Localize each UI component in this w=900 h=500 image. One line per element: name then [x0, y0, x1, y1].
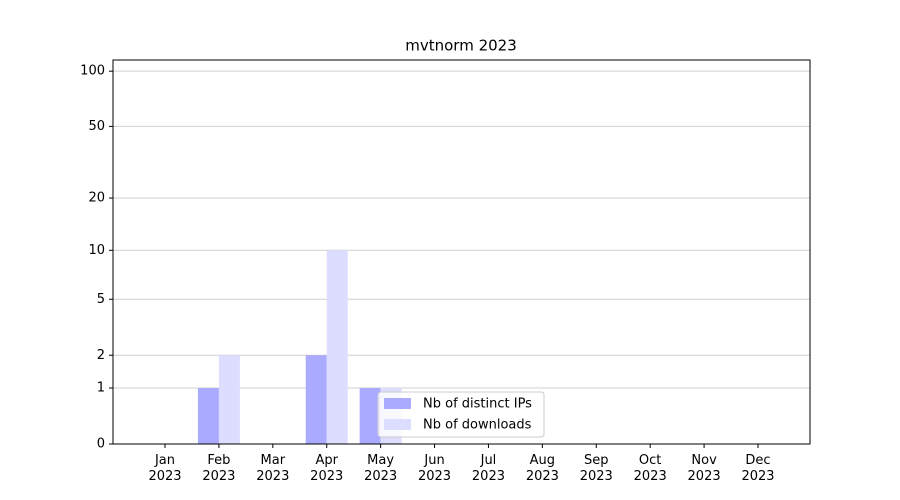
y-tick-label: 10	[88, 243, 105, 258]
y-tick-label: 20	[88, 191, 105, 206]
x-tick-label: Jun 2023	[417, 453, 452, 484]
plot-frame	[112, 59, 811, 445]
bar	[218, 355, 240, 444]
x-tick-label: Apr 2023	[310, 453, 344, 484]
legend-label: Nb of distinct IPs	[423, 397, 532, 412]
legend-box	[377, 391, 545, 438]
bar	[326, 250, 348, 444]
chart-title: mvtnorm 2023	[405, 37, 517, 55]
x-tick-label: Jul 2023	[471, 453, 505, 484]
x-tick-label: Nov 2023	[687, 453, 721, 484]
legend-swatch	[384, 398, 411, 409]
x-tick-label: Sep 2023	[579, 453, 613, 484]
x-tick-label: Oct 2023	[633, 453, 667, 484]
y-tick-label: 2	[97, 348, 105, 363]
x-tick-label: Dec 2023	[741, 453, 775, 484]
bar	[197, 388, 219, 444]
x-tick-label: May 2023	[364, 453, 398, 484]
x-tick-label: Mar 2023	[256, 453, 290, 484]
legend-label: Nb of downloads	[423, 418, 532, 433]
y-tick-label: 50	[88, 119, 105, 134]
y-tick-label: 5	[97, 292, 105, 307]
x-tick-label: Aug 2023	[525, 453, 559, 484]
x-tick-label: Feb 2023	[202, 453, 236, 484]
x-tick-label: Jan 2023	[148, 453, 182, 484]
y-tick-label: 0	[97, 437, 105, 452]
y-tick-label: 100	[80, 64, 105, 79]
y-tick-label: 1	[97, 381, 105, 396]
legend-swatch	[384, 419, 411, 430]
bar	[305, 355, 327, 444]
bar	[359, 388, 381, 444]
